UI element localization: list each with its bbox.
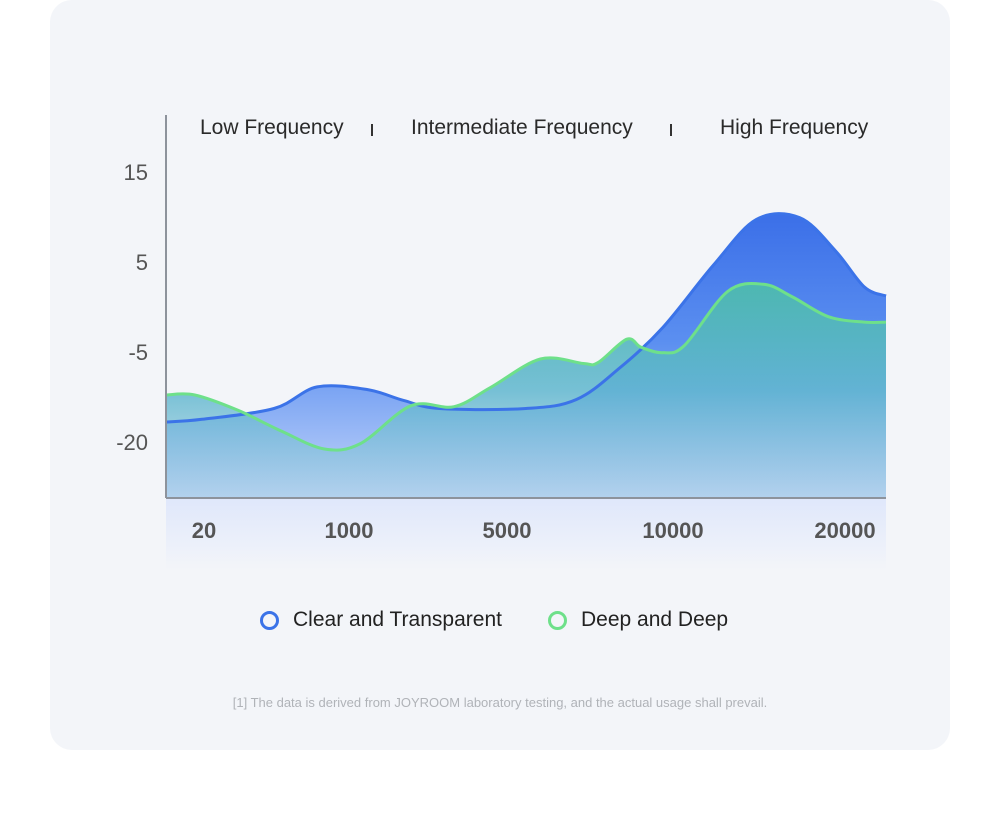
legend-item-clear: Clear and Transparent	[260, 608, 502, 632]
x-tick-label: 20	[191, 518, 217, 543]
y-tick-label: -5	[128, 340, 148, 365]
series-line-deep-and-deep	[165, 281, 887, 452]
y-tick-label: -20	[116, 430, 148, 455]
legend-marker-blue	[260, 610, 279, 630]
y-tick-label: 15	[123, 160, 148, 185]
band-label-high: High Frequency	[720, 116, 869, 139]
legend-item-deep: Deep and Deep	[548, 608, 728, 632]
x-tick-label: 10000	[642, 518, 704, 543]
y-tick-label: 5	[135, 250, 148, 275]
x-tick-label: 1000	[324, 518, 374, 543]
band-separator	[670, 124, 672, 136]
legend-label: Deep and Deep	[581, 608, 729, 631]
band-label-intermediate: Intermediate Frequency	[411, 116, 633, 139]
x-tick-label: 20000	[814, 518, 876, 543]
x-tick-label: 5000	[482, 518, 532, 543]
band-label-low: Low Frequency	[200, 116, 344, 139]
axis-fade-strip	[166, 498, 886, 570]
band-separator	[371, 124, 373, 136]
series-area-deep-and-deep	[166, 283, 886, 498]
legend-marker-green	[548, 610, 567, 630]
legend-label: Clear and Transparent	[293, 608, 502, 631]
series-line-clear-and-transparent	[165, 212, 887, 424]
footnote: [1] The data is derived from JOYROOM lab…	[232, 695, 768, 710]
